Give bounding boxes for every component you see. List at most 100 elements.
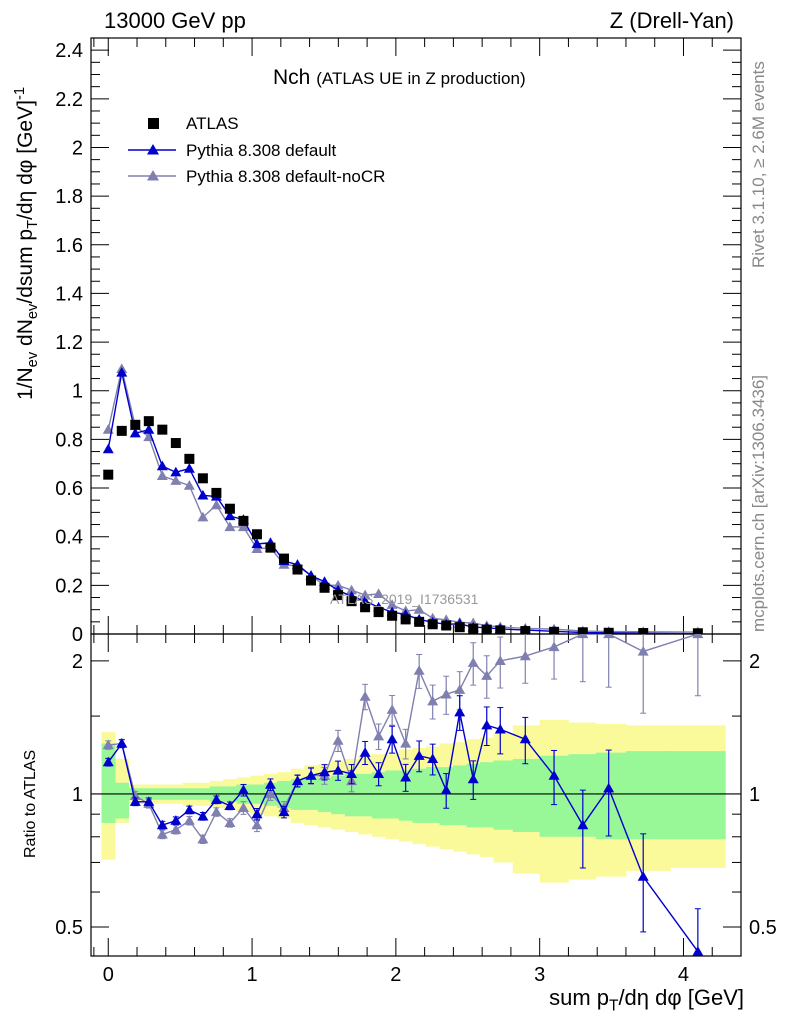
ratio-point-nocr: [427, 695, 439, 706]
main-point-atlas: [692, 628, 703, 634]
main-point-atlas: [638, 628, 649, 634]
band-inner-bin: [425, 767, 440, 823]
ratio-point-default: [251, 808, 263, 819]
ratio-point-default: [548, 770, 560, 780]
main-point-atlas: [170, 438, 181, 449]
main-point-nocr: [386, 599, 398, 609]
ratio-point-default: [400, 771, 412, 782]
ratio-point-default: [373, 768, 385, 779]
main-point-default: [129, 427, 141, 438]
ratio-point-nocr: [692, 634, 704, 639]
ratio-point-nocr: [264, 788, 276, 799]
ratio-point-nocr: [210, 806, 222, 817]
main-point-atlas: [441, 620, 452, 631]
ratio-point-default: [102, 756, 114, 767]
ratio-point-nocr: [237, 802, 249, 812]
main-ytick-label: 0.4: [55, 527, 83, 549]
ratio-point-default: [305, 770, 317, 780]
main-point-atlas: [197, 473, 208, 484]
main-point-atlas: [520, 626, 531, 634]
main-point-atlas: [468, 623, 479, 634]
main-point-atlas: [454, 622, 465, 633]
main-point-nocr: [251, 543, 263, 553]
main-point-atlas: [495, 625, 506, 634]
main-point-atlas: [333, 590, 344, 601]
ratio-frame: [90, 633, 742, 957]
main-point-default: [116, 366, 128, 377]
main-point-default: [224, 510, 236, 521]
main-point-atlas: [130, 419, 141, 430]
main-ytick-label: 0: [72, 624, 83, 646]
collision-label: 13000 GeV pp: [104, 8, 246, 33]
ratio-point-default: [183, 804, 195, 815]
main-point-atlas: [278, 553, 289, 564]
ratio-point-default: [454, 706, 466, 717]
ratio-point-nocr: [548, 641, 560, 652]
main-point-atlas: [346, 596, 357, 607]
main-point-nocr: [359, 589, 371, 600]
legend-label-nocr: Pythia 8.308 default-noCR: [186, 167, 386, 186]
main-point-atlas: [549, 626, 560, 634]
ratio-point-nocr: [386, 704, 398, 714]
band-inner-bin: [115, 782, 130, 819]
ratio-point-nocr: [170, 824, 182, 834]
xtick-label: 1: [246, 964, 257, 986]
main-point-atlas: [143, 416, 154, 427]
main-point-atlas: [373, 607, 384, 618]
main-ytick-label: 2: [72, 137, 83, 159]
main-point-atlas: [481, 624, 492, 634]
main-ytick-label: 2.4: [55, 40, 83, 62]
ratio-point-default: [413, 750, 425, 760]
band-inner-bin: [317, 777, 332, 813]
legend-marker-nocr: [147, 170, 159, 181]
ratio-point-nocr: [440, 688, 452, 699]
ratio-point-default: [481, 719, 493, 730]
band-inner-bin: [670, 751, 726, 840]
main-point-nocr: [156, 470, 168, 481]
ratio-point-default: [603, 782, 615, 793]
legend-marker-default: [147, 144, 159, 155]
legend-label-default: Pythia 8.308 default: [186, 141, 337, 160]
ratio-point-nocr: [519, 650, 531, 661]
ratio-uncertainty-bands: [101, 719, 726, 883]
band-inner-bin: [493, 760, 514, 830]
ratio-point-default: [319, 766, 331, 777]
main-ytick-label: 1.4: [55, 283, 83, 305]
mcplots-source-label: mcplots.cern.ch [arXiv:1306.3436]: [749, 374, 768, 632]
band-inner-bin: [625, 751, 672, 840]
main-point-atlas: [251, 529, 262, 540]
main-point-atlas: [116, 425, 127, 436]
ratio-y-axis-label: Ratio to ATLAS: [22, 749, 39, 858]
xtick-label: 4: [678, 964, 689, 986]
main-y-axis-label: 1/Nev dNev/dsum pT/dη dφ [GeV]-1: [12, 86, 42, 400]
band-inner-bin: [479, 762, 495, 828]
main-point-atlas: [211, 487, 222, 498]
ratio-point-nocr: [637, 645, 649, 656]
plot-title-main: Nch: [273, 66, 311, 89]
ratio-point-default: [197, 810, 209, 821]
band-inner-bin: [358, 773, 373, 817]
ratio-point-default: [237, 784, 249, 795]
ratio-point-default: [440, 784, 452, 795]
main-ytick-label: 0.2: [55, 575, 83, 597]
main-point-default: [143, 424, 155, 434]
ratio-point-nocr: [454, 684, 466, 694]
main-point-nocr: [373, 588, 385, 598]
main-point-atlas: [157, 424, 168, 435]
ratio-point-default: [386, 733, 398, 744]
rivet-version-label: Rivet 3.1.10, ≥ 2.6M events: [749, 61, 768, 268]
ratio-point-nocr: [251, 819, 263, 830]
main-point-default: [156, 460, 168, 471]
ratio-point-default: [129, 796, 141, 806]
ratio-ytick-label: 0.5: [55, 917, 83, 939]
main-ytick-label: 1.8: [55, 186, 83, 208]
main-point-default: [170, 466, 182, 477]
main-ytick-label: 1: [72, 381, 83, 403]
main-point-nocr: [413, 604, 425, 614]
main-point-atlas: [577, 627, 588, 634]
main-point-atlas: [427, 619, 438, 630]
ratio-point-nocr: [494, 655, 506, 665]
main-point-atlas: [387, 610, 398, 621]
ratio-point-nocr: [332, 735, 344, 745]
